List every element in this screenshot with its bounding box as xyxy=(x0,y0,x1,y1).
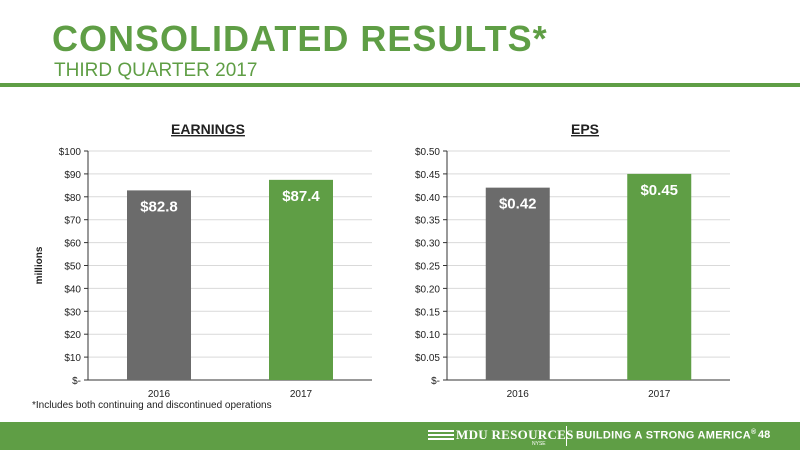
y-tick-label: $- xyxy=(72,376,81,387)
data-label: $0.45 xyxy=(640,182,678,199)
y-tick-label: $10 xyxy=(64,353,81,364)
chart-title: EARNINGS xyxy=(171,121,245,137)
footer-divider xyxy=(566,426,567,446)
bar-2016 xyxy=(485,187,550,380)
y-tick-label: $0.45 xyxy=(415,170,440,181)
bar-2017 xyxy=(269,179,333,380)
logo-exchange-label: NYSE xyxy=(532,441,546,447)
y-tick-label: $0.40 xyxy=(415,193,440,204)
y-tick-label: $- xyxy=(431,376,440,387)
y-tick-label: $90 xyxy=(64,170,81,181)
chart-title: EPS xyxy=(571,121,599,137)
y-tick-label: $0.25 xyxy=(415,262,440,273)
bar-2016 xyxy=(127,190,191,380)
company-logo: MDU RESOURCES xyxy=(456,427,574,442)
bar-2017 xyxy=(627,173,692,380)
y-tick-label: $100 xyxy=(59,147,82,158)
registered-mark: ® xyxy=(750,429,757,436)
y-tick-label: $80 xyxy=(64,193,81,204)
y-tick-label: $50 xyxy=(64,262,81,273)
page-subtitle: THIRD QUARTER 2017 xyxy=(54,60,258,81)
y-tick-label: $70 xyxy=(64,216,81,227)
y-tick-label: $20 xyxy=(64,330,81,341)
y-tick-label: $30 xyxy=(64,307,81,318)
y-tick-label: $0.50 xyxy=(415,147,440,158)
y-axis-label: millions xyxy=(34,246,45,284)
y-tick-label: $0.35 xyxy=(415,216,440,227)
x-tick-label: 2017 xyxy=(648,389,671,400)
footnote: *Includes both continuing and discontinu… xyxy=(32,400,272,411)
y-tick-label: $0.10 xyxy=(415,330,440,341)
page-title: CONSOLIDATED RESULTS* xyxy=(52,18,548,59)
title-divider xyxy=(0,83,800,87)
x-tick-label: 2016 xyxy=(507,389,530,400)
x-tick-label: 2016 xyxy=(148,389,171,400)
y-tick-label: $0.20 xyxy=(415,284,440,295)
y-tick-label: $40 xyxy=(64,284,81,295)
y-tick-label: $0.05 xyxy=(415,353,440,364)
x-tick-label: 2017 xyxy=(290,389,313,400)
data-label: $87.4 xyxy=(282,188,320,205)
tagline-text: BUILDING A STRONG AMERICA xyxy=(576,429,751,442)
page-number: 48 xyxy=(758,429,771,441)
tagline: BUILDING A STRONG AMERICA® xyxy=(576,429,756,442)
logo-bars-icon xyxy=(428,430,454,442)
y-tick-label: $60 xyxy=(64,239,81,250)
footer-bar: MDU RESOURCES NYSE BUILDING A STRONG AME… xyxy=(0,422,800,450)
y-tick-label: $0.30 xyxy=(415,239,440,250)
data-label: $82.8 xyxy=(140,198,178,215)
data-label: $0.42 xyxy=(499,196,537,213)
y-tick-label: $0.15 xyxy=(415,307,440,318)
